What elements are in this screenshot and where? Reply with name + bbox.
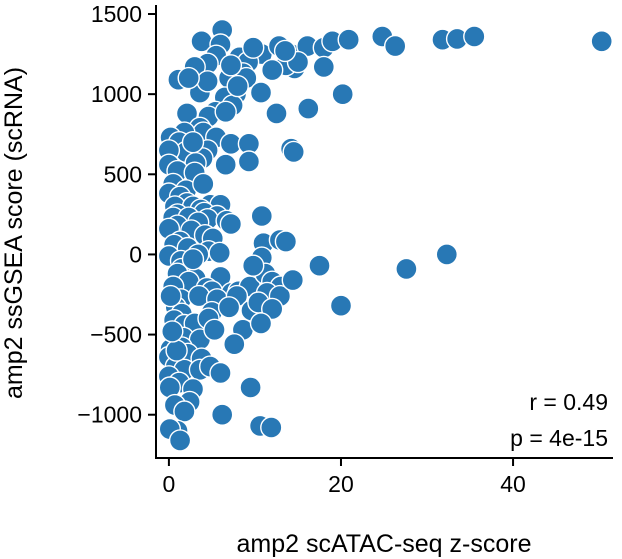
scatter-point	[395, 257, 418, 281]
scatter-point	[297, 97, 320, 120]
scatter-point	[214, 153, 237, 176]
scatter-point	[249, 312, 273, 335]
scatter-point	[168, 429, 192, 452]
scatter-point	[159, 284, 182, 308]
scatter-point	[282, 140, 305, 164]
scatter-point	[331, 82, 354, 106]
scatter-point	[265, 102, 288, 125]
y-tick-label: 1000	[91, 81, 142, 107]
scatter-point	[239, 376, 262, 399]
scatter-point	[203, 318, 226, 341]
scatter-point	[181, 248, 205, 271]
scatter-point	[312, 55, 335, 79]
scatter-point	[219, 212, 243, 236]
scatter-point	[219, 54, 243, 77]
scatter-point	[281, 268, 304, 292]
scatter-point	[196, 70, 219, 93]
points-layer	[157, 18, 613, 452]
y-tick-label: −500	[90, 322, 142, 348]
x-tick-label: 40	[500, 471, 526, 497]
scatter-point	[260, 416, 283, 439]
y-tick-label: 1500	[91, 1, 142, 27]
x-tick-label: 20	[328, 471, 354, 497]
scatter-point	[463, 25, 486, 48]
scatter-point	[337, 28, 360, 51]
scatter-point	[161, 320, 184, 343]
scatter-point	[274, 230, 298, 253]
correlation-annotation: r = 0.49	[529, 389, 608, 415]
y-axis-title: amp2 ssGSEA score (scRNA)	[0, 67, 28, 399]
scatter-point	[250, 204, 273, 228]
scatter-point	[210, 403, 234, 426]
y-tick-label: 500	[104, 161, 142, 187]
scatter-point	[384, 34, 407, 58]
scatter-point	[261, 58, 284, 82]
x-axis-title: amp2 scATAC-seq z-score	[237, 530, 532, 558]
scatter-point	[173, 400, 196, 423]
scatter-point	[177, 66, 200, 90]
y-tick-label: 0	[129, 241, 142, 267]
axes-layer: −1000 −500 0 500 1000 1500 0 20 40	[77, 1, 613, 497]
scatter-point	[226, 74, 249, 98]
scatter-point	[209, 361, 232, 385]
scatter-point	[214, 100, 237, 124]
scatter-point	[435, 243, 458, 266]
scatter-point	[181, 130, 205, 154]
scatter-point	[223, 333, 246, 356]
scatter-point	[590, 30, 613, 53]
scatter-point	[273, 39, 297, 63]
x-tick-label: 0	[163, 471, 176, 497]
scatter-point	[241, 36, 265, 59]
scatter-point	[192, 172, 215, 196]
scatter-point	[241, 254, 265, 277]
scatter-point	[308, 254, 331, 277]
scatter-point	[249, 81, 273, 104]
scatter-point	[165, 339, 188, 362]
p-value-annotation: p = 4e-15	[510, 425, 608, 451]
scatter-point	[237, 150, 261, 173]
scatter-point	[217, 296, 241, 319]
y-tick-label: −1000	[77, 402, 142, 428]
scatter-point	[329, 294, 353, 317]
scatter-point	[208, 241, 231, 265]
